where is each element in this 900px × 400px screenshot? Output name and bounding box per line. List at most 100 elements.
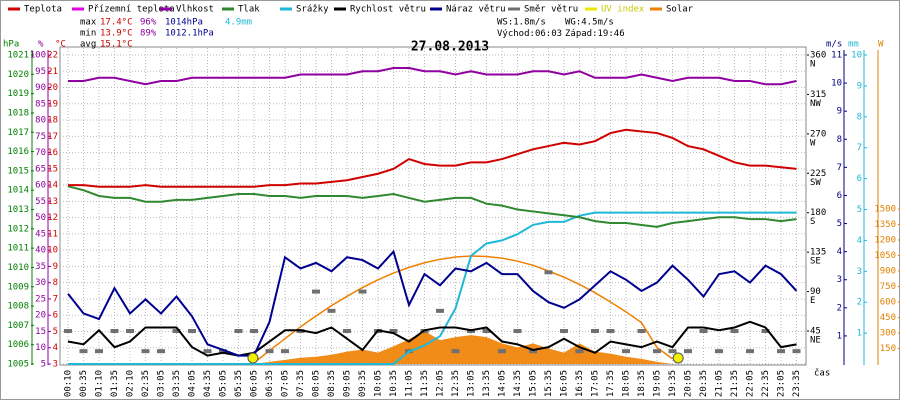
x-tick-label: 05:35 [234,370,244,397]
stat-humidity: 89% [140,29,157,39]
y-tick-label: 65 [35,164,46,174]
sunrise-marker [247,352,259,364]
y-tick-label: 225 [810,169,826,179]
x-tick-label: 06:05 [250,370,260,397]
axis-unit: % [38,40,44,50]
direction-mark [389,329,398,333]
y-tick-label: 300 [880,329,896,339]
y-tick-label: 1350 [874,220,896,230]
y-tick-label: 3 [53,360,58,370]
x-tick-label: 13:05 [467,370,477,397]
x-tick-label: 22:35 [761,370,771,397]
y-tick-label: 12 [47,213,58,223]
direction-mark [699,329,708,333]
direction-mark [730,329,739,333]
y-tick-label: 80 [35,116,46,126]
direction-mark [544,270,553,275]
y-tick-label: 1500 [874,205,896,215]
stat-temp: 17.4°C [100,18,133,28]
y-tick-label: 6 [53,311,58,321]
axis-unit: W [878,40,884,50]
legend-label: Tlak [238,5,260,15]
x-tick-label: 08:35 [327,370,337,397]
x-tick-label: 04:05 [188,370,198,397]
legend-label: Náraz větru [446,5,506,15]
x-tick-label: 05:05 [219,370,229,397]
compass-label: SE [810,257,821,267]
y-tick-label: 1006 [7,340,29,350]
direction-mark [312,289,320,294]
x-tick-label: 13:35 [482,370,492,397]
direction-mark [761,329,770,333]
direction-mark [219,349,227,354]
legend-label: Srážky [296,5,329,15]
axis-unit: hPa [3,40,19,50]
legend-label: Přízemní teplota [88,5,175,15]
plot-area [59,46,807,366]
y-tick-label: 1013 [7,205,29,215]
x-tick-label: 12:35 [451,370,461,397]
x-tick-label: 15:05 [529,370,539,397]
y-tick-label: 95 [35,67,46,77]
y-tick-label: 9 [837,107,842,117]
axis-unit: °C [55,40,66,50]
direction-mark [110,329,119,333]
compass-label: SW [810,178,821,188]
series-line [68,128,797,188]
y-tick-label: 750 [880,282,896,292]
y-tick-label: 1012 [7,224,29,234]
legend-label: Směr větru [524,5,578,15]
y-tick-label: 18 [47,116,58,126]
y-tick-label: 1014 [7,186,29,196]
x-tick-label: 16:05 [560,370,570,397]
stat-label: min [80,29,96,39]
stat-pressure: 1014hPa [165,18,203,28]
direction-mark [188,329,196,333]
stat-pressure: 1012.1hPa [165,29,214,39]
stat-label: avg [80,40,96,50]
y-tick-label: 150 [880,344,896,354]
y-tick-label: 21 [47,67,58,77]
y-tick-label: 40 [35,246,46,256]
direction-mark [482,329,491,333]
y-tick-label: 11 [831,51,842,61]
direction-mark [95,349,103,354]
y-tick-label: 8 [837,135,842,145]
x-tick-label: 08:05 [312,370,322,397]
y-tick-label: 35 [35,262,46,272]
compass-label: S [810,217,815,227]
x-tick-label: 18:35 [637,370,647,397]
direction-mark [126,329,134,333]
y-tick-label: 30 [35,278,46,288]
direction-mark [513,329,522,333]
axis-unit: mm [848,40,859,50]
direction-mark [64,329,72,333]
series-line [68,67,797,86]
direction-mark [529,349,537,354]
legend-label: Vlhkost [176,5,214,15]
sunset-label: Západ: [565,29,598,39]
x-tick-label: 15:35 [544,370,554,397]
y-tick-label: 15 [35,327,46,337]
solar-curve [253,255,673,364]
sunrise: Východ:06:03 [497,29,562,39]
y-tick-label: 1009 [7,282,29,292]
y-tick-label: 1018 [7,108,29,118]
direction-mark [606,329,615,333]
y-tick-label: 2 [857,298,862,308]
x-tick-label: 17:35 [606,370,616,397]
x-tick-label: 12:05 [436,370,446,397]
y-tick-label: 5 [53,327,58,337]
y-tick-label: 450 [880,313,896,323]
direction-mark [343,329,351,333]
y-tick-label: 1010 [7,263,29,273]
y-tick-label: 25 [35,294,46,304]
y-tick-label: 10 [851,51,862,61]
y-tick-label: 1011 [7,244,29,254]
y-tick-label: 14 [47,181,58,191]
axis-unit: m/s [826,40,842,50]
y-tick-label: 7 [837,163,842,173]
direction-mark [792,349,801,354]
y-tick-label: 10 [35,343,46,353]
